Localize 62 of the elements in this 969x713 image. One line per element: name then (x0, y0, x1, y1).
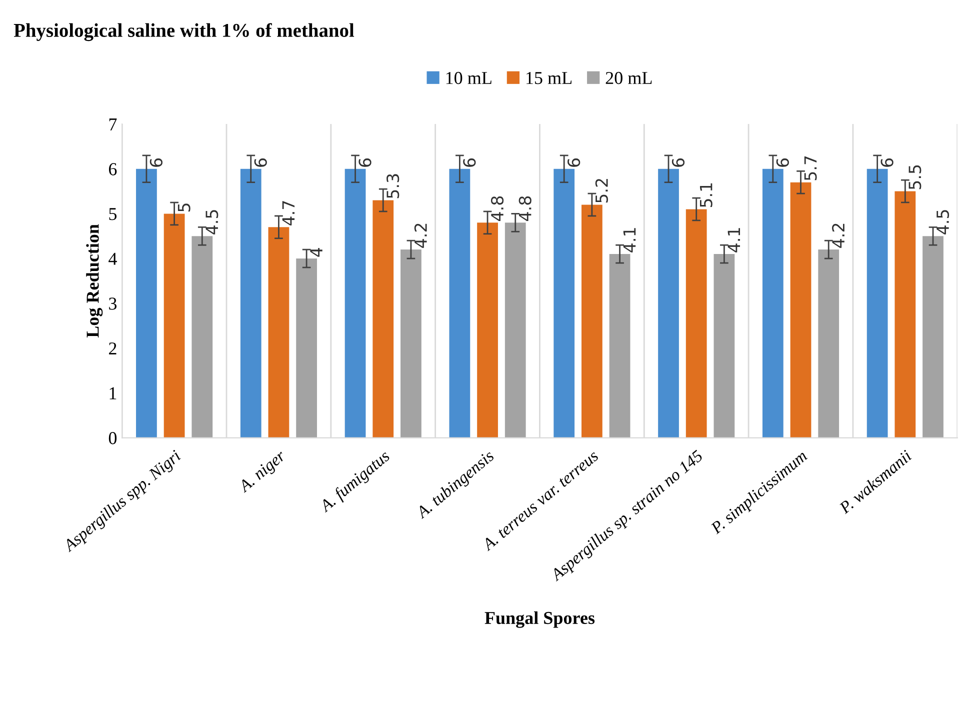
y-tick-label: 6 (108, 163, 117, 176)
bar (581, 204, 602, 438)
y-tick-label: 3 (109, 298, 117, 310)
bar (240, 168, 262, 438)
data-label: 6 (776, 158, 789, 167)
data-label: 6 (358, 158, 372, 167)
data-label: 5.2 (595, 179, 608, 203)
data-label: 4.5 (206, 210, 218, 234)
data-label: 4 (310, 248, 322, 257)
bar (268, 227, 290, 438)
bar (818, 250, 840, 438)
data-label: 4.5 (936, 210, 950, 234)
bar (714, 254, 735, 438)
data-label: 6 (672, 158, 685, 167)
y-tick-label: 1 (110, 387, 116, 400)
bar (192, 236, 213, 438)
bar (296, 258, 317, 438)
bar (136, 168, 157, 438)
legend-label: 15 mL (526, 72, 572, 84)
bar (686, 209, 707, 438)
bar (164, 214, 185, 438)
data-label: 4.8 (518, 196, 532, 221)
data-label: 4.1 (728, 228, 740, 252)
bar (922, 236, 944, 438)
bar (372, 200, 394, 438)
bar (762, 168, 784, 438)
y-tick-label: 7 (109, 118, 117, 130)
legend-label: 10 mL (446, 72, 492, 84)
bar (504, 222, 526, 438)
bar (344, 168, 366, 438)
bar (894, 191, 916, 438)
bar (866, 168, 888, 438)
bar (790, 182, 812, 438)
bar (554, 168, 575, 438)
data-label: 5.5 (908, 165, 922, 190)
bar (658, 168, 679, 438)
data-label: 6 (463, 158, 476, 167)
data-label: 4.2 (832, 224, 844, 248)
x-axis-title: Fungal Spores (484, 611, 595, 628)
data-label: 6 (568, 158, 580, 167)
y-tick-label: 0 (108, 432, 117, 444)
data-label: 5.7 (804, 156, 817, 180)
data-label: 6 (880, 158, 894, 167)
y-tick-label: 5 (109, 208, 117, 220)
data-label: 4.1 (623, 228, 636, 252)
data-label: 5 (178, 204, 190, 212)
y-tick-label: 2 (109, 342, 116, 354)
data-label: 6 (150, 158, 162, 167)
data-label: 5.1 (700, 183, 712, 208)
chart-title: Physiological saline with 1% of methanol (14, 23, 354, 42)
bar (609, 254, 630, 438)
bar (477, 222, 498, 438)
y-axis-title: Log Reduction (86, 224, 103, 338)
data-label: 6 (254, 158, 267, 167)
data-label: 5.3 (386, 174, 400, 198)
data-label: 4.7 (282, 201, 295, 226)
data-label: 4.8 (490, 196, 504, 221)
legend-label: 20 mL (606, 72, 652, 84)
data-label: 4.2 (414, 224, 427, 248)
bar (400, 250, 422, 438)
y-tick-label: 4 (108, 252, 117, 265)
bar (449, 168, 470, 438)
